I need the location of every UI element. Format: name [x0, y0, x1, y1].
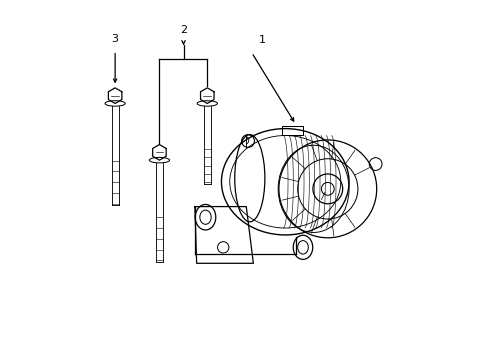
Text: 2: 2 [180, 25, 187, 35]
Text: 1: 1 [258, 35, 265, 45]
Text: 3: 3 [111, 33, 119, 44]
